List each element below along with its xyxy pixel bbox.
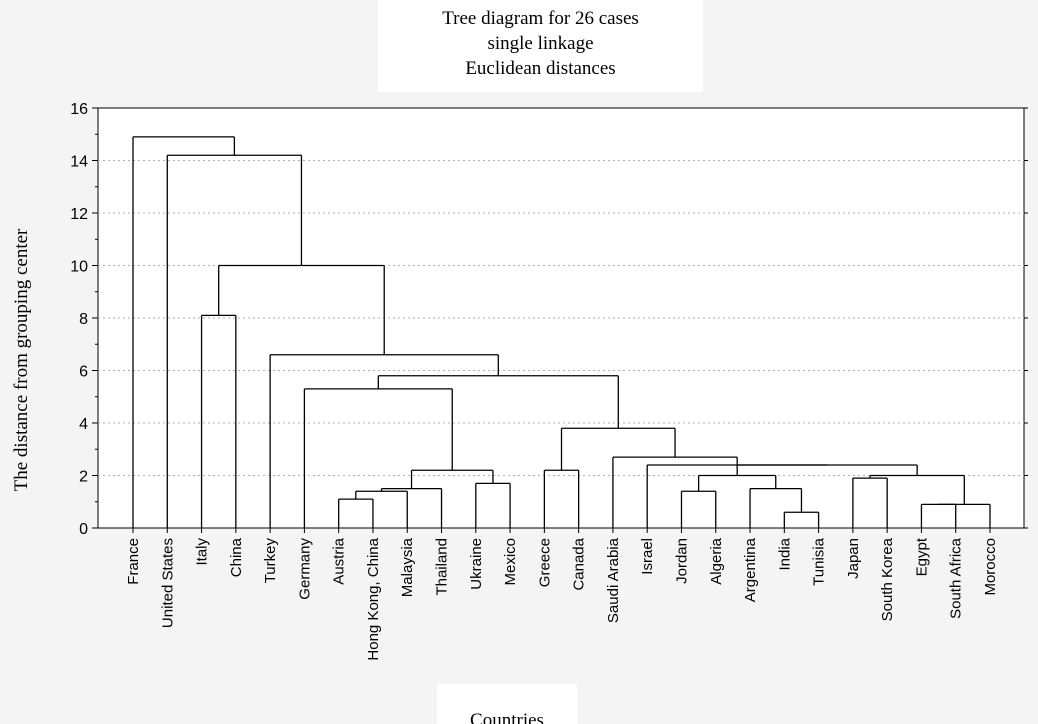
chart-subtitle-distance: Euclidean distances xyxy=(465,58,616,79)
x-tick-label: Hong Kong, China xyxy=(365,537,382,660)
dendrogram-links xyxy=(132,136,991,528)
x-tick-label: Egypt xyxy=(913,537,930,576)
y-tick-label: 2 xyxy=(79,469,88,486)
x-tick-label: Italy xyxy=(194,538,211,566)
x-tick-label: Algeria xyxy=(708,537,725,584)
x-tick-label: Argentina xyxy=(742,537,759,602)
x-axis-label: Countries xyxy=(437,684,577,724)
x-tick-label: Thailand xyxy=(434,538,451,596)
x-tick-label: Mexico xyxy=(502,538,519,586)
x-tick-label: Germany xyxy=(296,538,313,600)
y-tick-label: 6 xyxy=(79,364,88,381)
x-tick-label: Greece xyxy=(536,538,553,587)
x-tick-label: Jordan xyxy=(673,538,690,584)
y-tick-label: 10 xyxy=(70,259,88,276)
chart-title: Tree diagram for 26 cases xyxy=(442,8,639,29)
x-tick-label: Malaysia xyxy=(399,537,416,597)
x-tick-label: India xyxy=(776,537,793,570)
x-tick-label: Morocco xyxy=(982,538,999,596)
x-tick-label: France xyxy=(125,538,142,585)
y-tick-label: 0 xyxy=(79,521,88,538)
x-tick-label: South Africa xyxy=(948,537,965,619)
x-tick-label: Austria xyxy=(331,537,348,584)
y-tick-label: 14 xyxy=(70,154,88,171)
x-tick-label: China xyxy=(228,537,245,577)
x-tick-label: Tunisia xyxy=(811,537,828,585)
x-tick-label: South Korea xyxy=(879,537,896,621)
x-tick-label: Turkey xyxy=(262,538,279,584)
x-tick-label: Saudi Arabia xyxy=(605,537,622,623)
x-axis: France United States Italy China Turkey Germa… xyxy=(125,528,999,661)
chart-title-box: Tree diagram for 26 cases single linkage… xyxy=(378,0,703,92)
x-tick-label: United States xyxy=(159,538,176,628)
x-tick-label: Canada xyxy=(571,537,588,590)
chart-subtitle-linkage: single linkage xyxy=(487,33,594,54)
y-tick-label: 12 xyxy=(70,206,88,223)
y-tick-label: 4 xyxy=(79,416,88,433)
y-axis-label: The distance from grouping center xyxy=(11,228,32,492)
y-tick-label: 8 xyxy=(79,311,88,328)
y-axis: 0 2 4 6 8 10 12 14 16 xyxy=(70,101,1028,538)
y-tick-label: 16 xyxy=(70,101,88,118)
x-tick-label: Ukraine xyxy=(468,538,485,590)
x-tick-label: Japan xyxy=(845,538,862,579)
x-tick-label: Israel xyxy=(639,538,656,575)
